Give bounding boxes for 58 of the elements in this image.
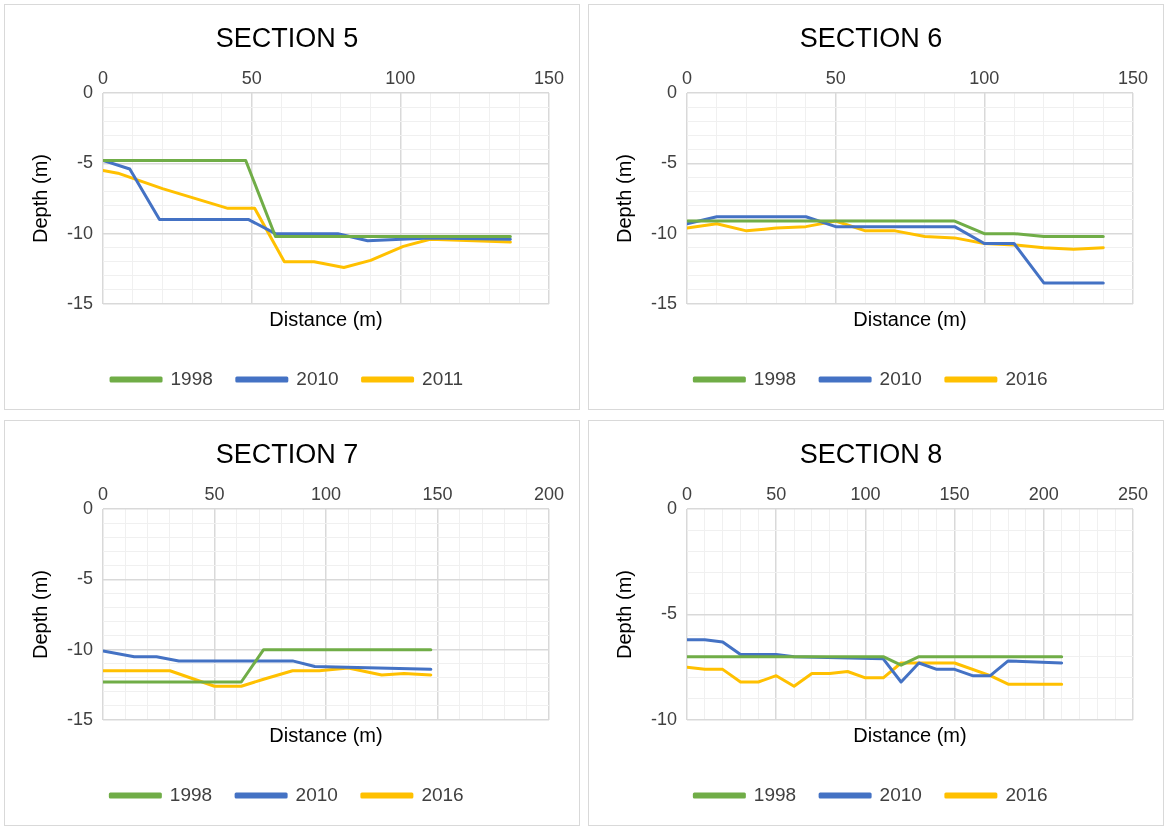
x-tick-label: 200: [1028, 484, 1059, 505]
x-tick-label: 50: [204, 484, 225, 505]
y-tick-label: 0: [667, 81, 678, 102]
y-tick-label: -5: [77, 568, 94, 589]
y-axis-title: Depth (m): [28, 154, 51, 243]
x-axis-title: Distance (m): [269, 307, 383, 330]
legend-label: 2016: [1005, 367, 1048, 389]
y-tick-label: -5: [661, 152, 678, 173]
legend-label: 1998: [170, 367, 213, 389]
y-tick-label: -15: [67, 708, 94, 729]
y-tick-label: -10: [651, 222, 678, 243]
x-tick-label: 150: [1117, 68, 1149, 89]
chart-title: SECTION 5: [215, 22, 359, 53]
y-axis-title: Depth (m): [612, 570, 635, 659]
x-axis-title: Distance (m): [853, 307, 967, 330]
chart-title: SECTION 6: [799, 22, 943, 53]
y-tick-label: 0: [83, 497, 94, 518]
legend-label: 1998: [753, 783, 797, 805]
x-tick-label: 0: [98, 68, 109, 89]
y-tick-label: 0: [83, 81, 94, 102]
y-axis-title: Depth (m): [612, 154, 635, 243]
legend-label: 2010: [879, 783, 922, 805]
x-axis-title: Distance (m): [269, 723, 383, 746]
x-tick-label: 250: [1117, 484, 1149, 505]
legend-label: 1998: [169, 783, 213, 805]
x-tick-label: 50: [766, 484, 787, 505]
x-tick-label: 100: [850, 484, 881, 505]
y-tick-label: -10: [651, 708, 678, 729]
x-tick-label: 100: [310, 484, 342, 505]
legend-label: 2011: [422, 367, 463, 389]
y-tick-label: -5: [661, 603, 678, 624]
y-tick-label: -15: [67, 292, 94, 313]
x-tick-label: 200: [533, 484, 565, 505]
x-tick-label: 0: [98, 484, 109, 505]
legend-label: 1998: [753, 367, 797, 389]
x-tick-label: 0: [682, 484, 693, 505]
legend-label: 2016: [421, 783, 464, 805]
legend-label: 2010: [295, 783, 338, 805]
y-axis-title: Depth (m): [28, 570, 51, 659]
y-tick-label: -10: [67, 222, 94, 243]
chart-title: SECTION 8: [799, 438, 943, 469]
x-tick-label: 50: [825, 68, 846, 89]
y-tick-label: -10: [67, 638, 94, 659]
x-axis-title: Distance (m): [853, 723, 967, 746]
legend-label: 2010: [296, 367, 339, 389]
x-tick-label: 100: [385, 68, 416, 89]
x-tick-label: 50: [241, 68, 262, 89]
y-tick-label: 0: [667, 497, 678, 518]
x-tick-label: 150: [422, 484, 453, 505]
x-tick-label: 150: [939, 484, 970, 505]
legend-label: 2010: [879, 367, 922, 389]
y-tick-label: -15: [651, 292, 678, 313]
x-tick-label: 100: [969, 68, 1000, 89]
legend-label: 2016: [1005, 783, 1048, 805]
chart-title: SECTION 7: [215, 438, 359, 469]
y-tick-label: -5: [77, 152, 94, 173]
x-tick-label: 0: [682, 68, 693, 89]
x-tick-label: 150: [533, 68, 565, 89]
